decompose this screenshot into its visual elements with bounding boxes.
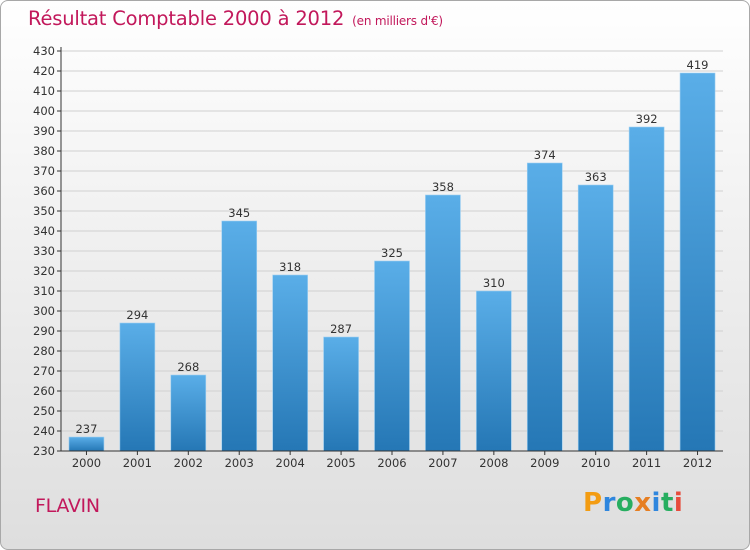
- y-tick-label: 260: [33, 384, 55, 398]
- bar-2011: [628, 126, 665, 452]
- data-label-2000: 237: [75, 422, 97, 436]
- x-tick-label: 2005: [326, 456, 355, 470]
- y-tick-label: 300: [33, 304, 55, 318]
- x-tick-label: 2004: [276, 456, 305, 470]
- y-tick-label: 250: [33, 404, 55, 418]
- y-tick-label: 320: [33, 264, 55, 278]
- bar-2009: [526, 162, 563, 452]
- logo-letter: x: [634, 488, 652, 518]
- y-tick-label: 380: [33, 144, 55, 158]
- bar-2008: [476, 290, 512, 452]
- bar-2007: [425, 194, 461, 452]
- x-tick-label: 2006: [377, 456, 406, 470]
- data-labels: 237 294 268 345 318 287 325 358 310 374 363 392 419: [75, 58, 708, 436]
- title-text: Résultat Comptable 2000 à 2012: [28, 7, 345, 30]
- data-label-2004: 318: [279, 260, 301, 274]
- logo-letter: o: [615, 488, 635, 518]
- data-label-2005: 287: [330, 322, 352, 336]
- logo-letter: i: [673, 488, 684, 518]
- bar-2005: [323, 336, 359, 452]
- x-tick-label: 2009: [530, 456, 559, 470]
- bar-2006: [374, 260, 410, 452]
- bar-2003: [221, 220, 258, 452]
- place-name: FLAVIN: [35, 495, 100, 517]
- y-tick-label: 410: [33, 84, 55, 98]
- axes: 230 240 250 260 270 280 290 300 310 320 330 340 350 3…: [33, 44, 723, 470]
- y-tick-label: 230: [33, 444, 55, 458]
- x-tick-label: 2011: [632, 456, 661, 470]
- y-tick-label: 340: [33, 224, 55, 238]
- y-tick-label: 420: [33, 64, 55, 78]
- logo-letter: r: [602, 488, 616, 518]
- chart-title: Résultat Comptable 2000 à 2012 (en millie…: [28, 7, 443, 30]
- y-tick-label: 390: [33, 124, 55, 138]
- x-tick-label: 2002: [174, 456, 203, 470]
- y-tick-label: 270: [33, 364, 55, 378]
- data-label-2009: 374: [534, 148, 556, 162]
- logo-letter: t: [660, 488, 674, 518]
- data-label-2010: 363: [585, 170, 607, 184]
- x-tick-label: 2008: [479, 456, 508, 470]
- y-tick-label: 310: [33, 284, 55, 298]
- y-tick-label: 330: [33, 244, 55, 258]
- data-label-2011: 392: [636, 112, 658, 126]
- data-label-2006: 325: [381, 246, 403, 260]
- x-tick-label: 2012: [683, 456, 712, 470]
- data-label-2001: 294: [126, 308, 148, 322]
- data-label-2007: 358: [432, 180, 454, 194]
- y-tick-label: 280: [33, 344, 55, 358]
- logo-letter: P: [583, 488, 603, 518]
- data-label-2003: 345: [228, 206, 250, 220]
- y-tick-label: 370: [33, 164, 55, 178]
- bars: [68, 72, 716, 452]
- bar-2010: [577, 184, 614, 452]
- x-tick-label: 2001: [123, 456, 152, 470]
- y-tick-label: 240: [33, 424, 55, 438]
- y-tick-label: 430: [33, 44, 55, 58]
- y-tick-label: 350: [33, 204, 55, 218]
- bar-2000: [68, 436, 105, 452]
- proxiti-logo: Proxiti: [583, 488, 683, 518]
- data-label-2012: 419: [687, 58, 709, 72]
- y-tick-label: 400: [33, 104, 55, 118]
- y-tick-label: 360: [33, 184, 55, 198]
- y-tick-label: 290: [33, 324, 55, 338]
- bar-2012: [679, 72, 716, 452]
- x-tick-label: 2007: [428, 456, 457, 470]
- data-label-2008: 310: [483, 276, 505, 290]
- data-label-2002: 268: [177, 360, 199, 374]
- chart-subtitle: (en milliers d'€): [352, 14, 443, 28]
- x-tick-label: 2003: [225, 456, 254, 470]
- bar-2001: [119, 322, 156, 452]
- bar-2004: [272, 274, 308, 452]
- x-tick-label: 2000: [72, 456, 101, 470]
- x-tick-label: 2010: [581, 456, 610, 470]
- bar-2002: [170, 374, 207, 452]
- logo-letter: i: [651, 488, 661, 518]
